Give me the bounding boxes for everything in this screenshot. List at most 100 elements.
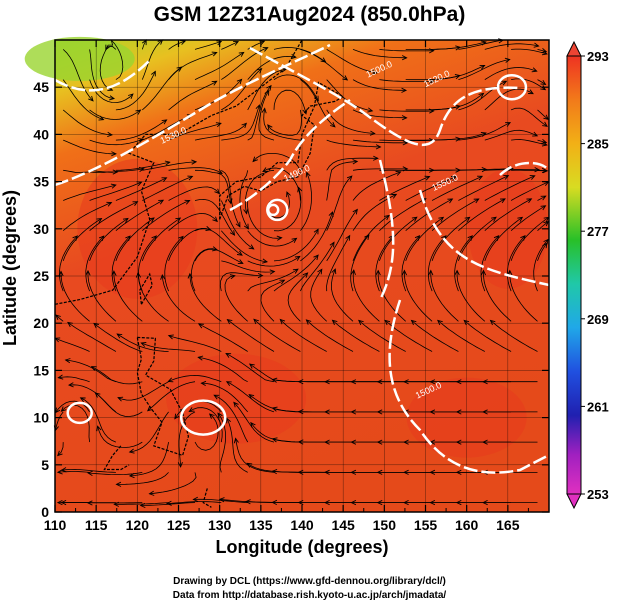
streamline: [226, 418, 248, 473]
streamline-arrow: [213, 394, 220, 400]
streamline: [431, 175, 483, 201]
streamline-arrow: [161, 177, 168, 182]
streamline: [490, 320, 538, 352]
streamline: [114, 502, 169, 505]
streamline: [221, 47, 268, 80]
streamline-arrow: [136, 181, 143, 187]
streamline: [62, 109, 112, 136]
streamline-arrow: [331, 268, 337, 275]
streamline: [350, 234, 370, 292]
streamline: [300, 211, 333, 262]
streamline: [247, 230, 297, 247]
streamline-arrow: [174, 413, 180, 420]
streamline: [194, 123, 247, 141]
streamline-arrow: [184, 199, 191, 205]
streamline: [484, 129, 538, 141]
streamline-arrow: [533, 42, 540, 48]
streamline-arrow: [271, 468, 278, 475]
streamline: [352, 270, 380, 322]
colorbar-tick-label: 285: [587, 137, 609, 152]
streamline-arrow: [450, 176, 457, 181]
streamline: [431, 198, 479, 231]
streamline: [115, 119, 167, 141]
streamline: [430, 270, 459, 322]
streamline: [510, 181, 549, 201]
streamline: [63, 184, 116, 201]
streamline: [142, 200, 190, 232]
streamline: [67, 322, 117, 352]
streamline-arrow: [371, 69, 378, 75]
streamline-arrow: [233, 401, 239, 408]
streamline: [115, 217, 155, 262]
streamline: [80, 397, 117, 443]
streamline: [168, 80, 217, 111]
streamline-arrow: [248, 244, 255, 250]
streamline: [217, 412, 227, 473]
streamline-arrow: [324, 409, 330, 415]
y-tick-label: 30: [33, 221, 49, 237]
streamline: [97, 426, 143, 448]
streamline: [280, 319, 327, 352]
streamline: [219, 272, 263, 292]
streamline-arrow: [324, 379, 330, 385]
streamline-arrow: [429, 409, 436, 415]
streamline-arrow: [57, 450, 63, 457]
streamline-arrow: [499, 198, 506, 204]
streamline: [60, 271, 90, 322]
streamline-arrow: [540, 79, 547, 85]
streamline-arrow: [463, 319, 470, 326]
streamline-arrow: [542, 121, 548, 127]
height-contour: [378, 159, 395, 301]
streamline-arrow: [455, 499, 462, 506]
streamline-arrow: [482, 409, 488, 415]
streamline: [194, 41, 222, 50]
streamline-arrow: [455, 469, 462, 475]
streamline-arrow: [271, 499, 278, 506]
streamline: [247, 85, 272, 141]
streamline-arrow: [376, 499, 383, 506]
streamline-arrow: [248, 363, 255, 369]
streamline-arrow: [329, 241, 335, 248]
streamline-arrow: [402, 140, 409, 146]
streamline-arrow: [455, 439, 462, 445]
streamline: [310, 269, 327, 322]
x-tick-label: 125: [167, 517, 191, 533]
streamline: [458, 39, 504, 50]
streamline: [201, 382, 249, 413]
streamline-arrow: [482, 379, 488, 385]
streamline-arrow: [401, 269, 408, 276]
streamline: [194, 52, 244, 80]
streamline-arrow: [297, 186, 303, 193]
y-axis-label: Latitude (degrees): [0, 189, 20, 346]
streamline: [164, 236, 184, 292]
streamline: [411, 320, 459, 352]
x-tick-label: 130: [208, 517, 232, 533]
colorbar-tick-label: 293: [587, 49, 609, 64]
streamline-arrow: [137, 138, 144, 144]
streamline-arrow: [542, 242, 548, 249]
x-tick-label: 165: [496, 517, 520, 533]
streamline: [147, 381, 196, 412]
streamline-arrow: [58, 270, 64, 277]
colorbar-top-arrow: [566, 40, 582, 57]
streamline: [168, 227, 211, 262]
streamline-arrow: [331, 319, 338, 326]
streamline: [537, 221, 549, 231]
streamline-arrow: [534, 167, 541, 173]
streamline: [463, 320, 512, 352]
cool-region: [24, 36, 135, 81]
streamline: [484, 216, 523, 262]
streamline-arrow: [177, 462, 183, 468]
streamline: [62, 79, 104, 120]
streamline-arrow: [243, 208, 249, 215]
streamline: [141, 39, 147, 50]
streamline: [198, 356, 248, 383]
y-tick-label: 5: [41, 457, 49, 473]
streamline: [511, 78, 546, 91]
streamline-arrow: [324, 499, 330, 506]
streamline-arrow: [324, 439, 330, 445]
streamline: [142, 66, 182, 111]
streamline-arrow: [94, 392, 101, 398]
streamline: [63, 139, 116, 155]
streamline-arrow: [148, 490, 155, 496]
